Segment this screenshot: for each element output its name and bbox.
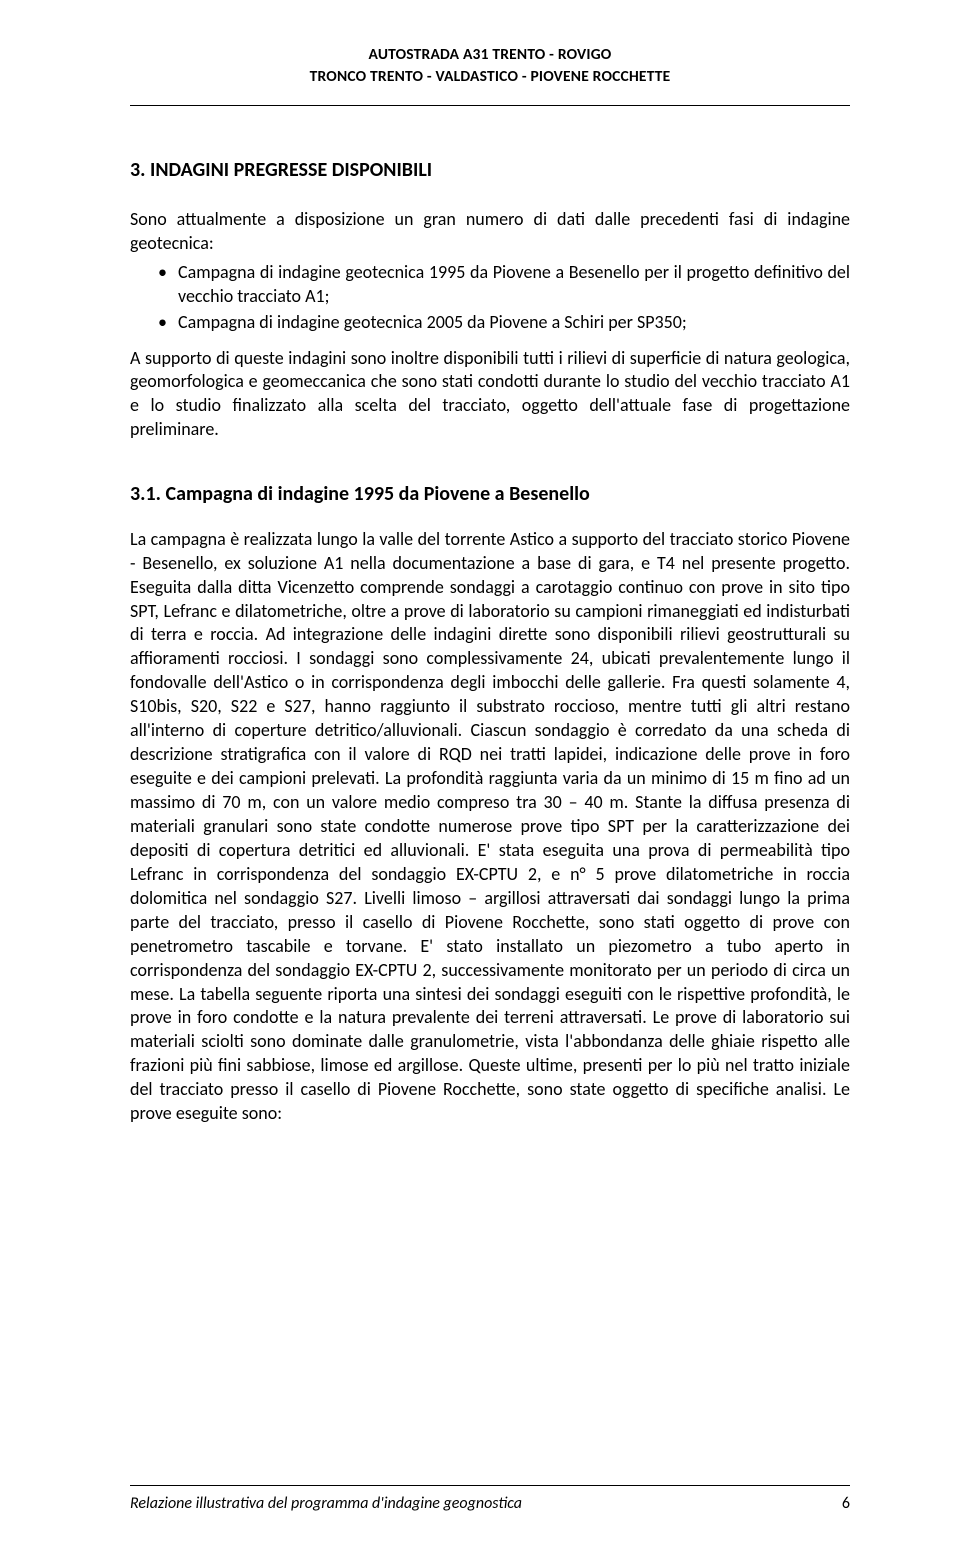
section-heading: 3. INDAGINI PREGRESSE DISPONIBILI xyxy=(130,158,850,182)
document-page: AUTOSTRADA A31 TRENTO - ROVIGO TRONCO TR… xyxy=(0,0,960,1551)
header-line-1: AUTOSTRADA A31 TRENTO - ROVIGO xyxy=(130,44,850,66)
header-line-2: TRONCO TRENTO - VALDASTICO - PIOVENE ROC… xyxy=(130,66,850,88)
after-paragraph: A supporto di queste indagini sono inolt… xyxy=(130,347,850,442)
page-footer: Relazione illustrativa del programma d'i… xyxy=(130,1485,850,1513)
footer-title: Relazione illustrativa del programma d'i… xyxy=(130,1494,522,1513)
subsection-heading: 3.1. Campagna di indagine 1995 da Pioven… xyxy=(130,482,850,506)
list-item: Campagna di indagine geotecnica 1995 da … xyxy=(158,261,850,309)
intro-paragraph: Sono attualmente a disposizione un gran … xyxy=(130,208,850,256)
footer-page-number: 6 xyxy=(842,1494,850,1513)
list-item: Campagna di indagine geotecnica 2005 da … xyxy=(158,311,850,335)
page-content: 3. INDAGINI PREGRESSE DISPONIBILI Sono a… xyxy=(130,106,850,1461)
page-header: AUTOSTRADA A31 TRENTO - ROVIGO TRONCO TR… xyxy=(130,44,850,99)
bullet-list: Campagna di indagine geotecnica 1995 da … xyxy=(130,261,850,334)
subsection-body: La campagna è realizzata lungo la valle … xyxy=(130,528,850,1126)
